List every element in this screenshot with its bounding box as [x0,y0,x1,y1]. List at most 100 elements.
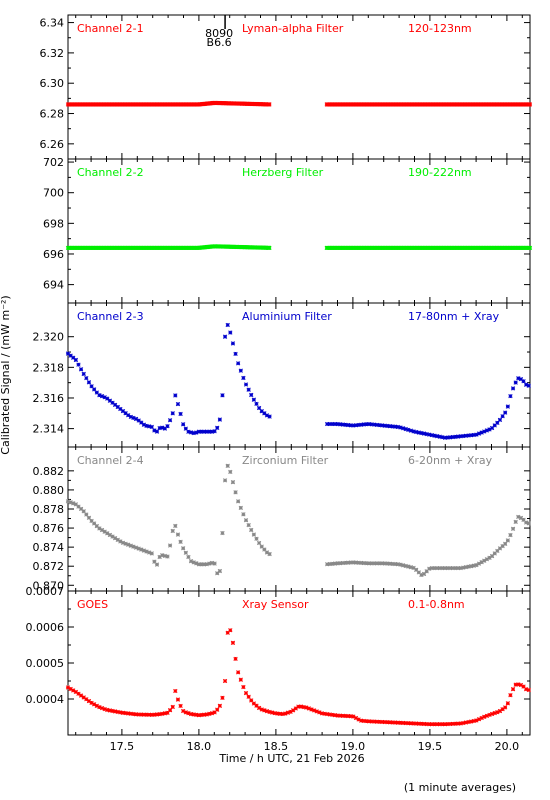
data-point [99,527,105,533]
data-point [489,711,495,717]
data-point [207,429,212,434]
data-point [264,550,270,555]
data-point [521,684,526,689]
data-point [264,709,270,714]
data-point [272,710,277,716]
data-point [170,411,175,416]
data-point [228,330,233,335]
data-point [348,560,353,565]
data-point [144,423,149,429]
data-point [463,433,469,438]
data-point [500,414,505,419]
data-point [196,713,202,718]
data-point [518,376,524,382]
data-point [484,557,490,562]
data-point [406,427,411,432]
data-point [387,424,393,429]
data-point [437,434,442,439]
data-point [136,712,141,717]
data-point [393,720,398,725]
data-point [398,562,403,567]
data-point [487,555,492,560]
data-point [112,709,118,714]
data-point [385,720,390,725]
data-point [144,549,149,554]
data-point [489,553,495,559]
y-tick-label: 6.34 [40,17,65,30]
data-point [366,421,372,427]
data-point [361,718,366,724]
band-label: 190-222nm [408,166,472,179]
data-point [123,411,128,416]
data-point [170,704,175,710]
data-point [516,376,521,381]
data-point [86,698,92,704]
data-point [89,384,94,389]
data-point [479,560,484,565]
data-point [503,705,508,710]
data-point [152,559,157,564]
data-point [429,565,435,571]
data-point [366,719,372,724]
data-point [387,720,393,725]
channel-label: Channel 2-4 [77,454,144,467]
data-point [526,687,531,693]
data-point [76,504,81,509]
data-point [293,706,298,711]
data-point [222,334,228,339]
data-point [256,540,262,546]
data-point [230,341,236,346]
data-point [199,562,204,567]
y-tick-label: 700 [43,187,64,200]
data-point [262,547,267,552]
data-point [251,397,257,402]
band-label: 0.1-0.8nm [408,598,465,611]
data-point [309,707,314,712]
data-point [157,425,162,431]
data-point [84,697,89,702]
data-point [518,682,524,688]
data-point [139,712,144,717]
y-tick-label: 0.870 [33,579,65,592]
data-point [474,562,479,568]
data-point [351,714,356,719]
data-point [432,565,437,571]
data-point [254,703,259,708]
data-point [236,361,241,366]
data-point [411,429,416,434]
data-point [390,561,395,567]
data-point [482,429,487,434]
data-point [220,393,225,398]
data-point [217,417,222,422]
data-point [314,709,319,714]
data-point [516,682,521,687]
data-point [89,518,94,524]
data-point [131,711,136,717]
data-point [445,721,450,727]
data-point [141,712,147,717]
data-point [238,677,243,682]
data-point [503,410,508,415]
data-point [94,523,99,529]
data-point [288,709,293,715]
data-series [65,100,533,107]
data-point [178,411,183,417]
x-tick-label: 18.5 [264,740,289,753]
data-point [290,708,296,713]
data-point [495,548,500,554]
data-point [395,562,401,567]
data-point [280,711,285,717]
data-point [484,428,490,433]
data-point [196,562,202,567]
data-point [76,362,81,367]
x-tick-label: 19.5 [418,740,443,753]
data-point [500,543,505,549]
data-point [147,712,152,717]
y-tick-label: 702 [43,156,64,169]
data-point [94,703,99,708]
data-point [343,422,348,427]
data-point [201,429,207,434]
data-point [332,713,338,718]
filter-label: Herzberg Filter [242,166,324,179]
data-point [110,708,115,714]
